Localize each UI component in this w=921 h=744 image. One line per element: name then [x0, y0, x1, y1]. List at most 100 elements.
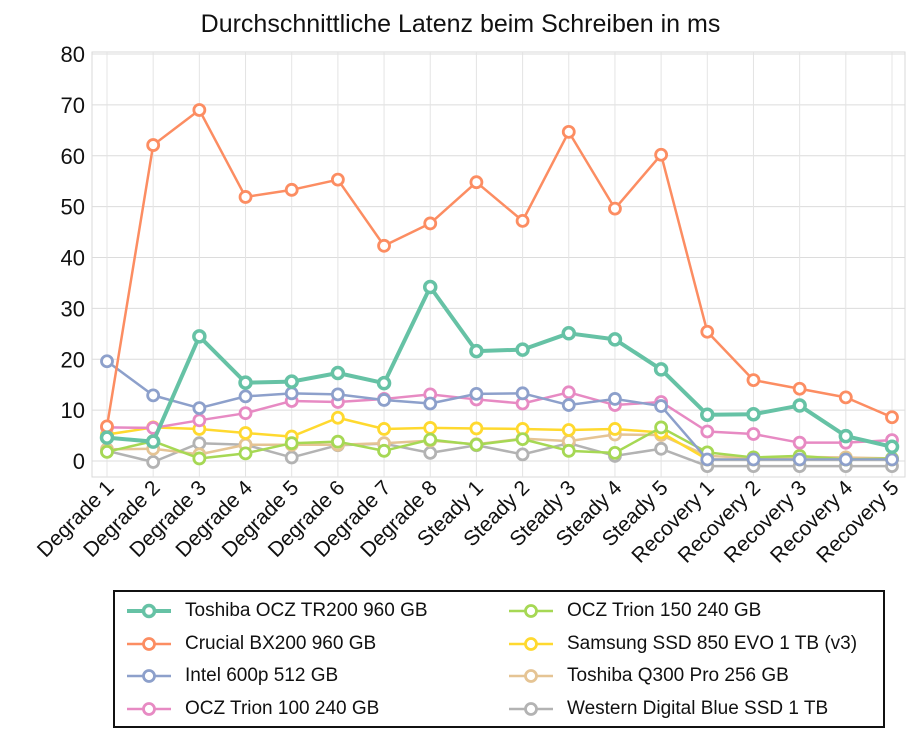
- data-point: [792, 398, 807, 413]
- series-2: [100, 354, 899, 467]
- data-point: [792, 435, 807, 450]
- data-point: [238, 446, 253, 461]
- data-point: [330, 434, 345, 449]
- legend-swatch: [509, 636, 553, 651]
- y-tick-label: 40: [61, 246, 85, 271]
- data-point: [377, 238, 391, 253]
- series-1: [100, 103, 899, 434]
- data-point: [192, 451, 207, 466]
- legend-swatch: [127, 603, 171, 619]
- data-point: [884, 439, 900, 455]
- y-tick-label: 10: [61, 398, 85, 423]
- data-point: [608, 445, 622, 460]
- y-tick-label: 0: [73, 449, 85, 474]
- data-point: [561, 385, 576, 400]
- data-point: [422, 279, 438, 295]
- data-point: [145, 434, 161, 449]
- data-point: [561, 326, 577, 341]
- series-line: [105, 108, 893, 427]
- legend-label: Western Digital Blue SSD 1 TB: [567, 697, 829, 719]
- legend-item: Toshiba OCZ TR200 960 GB: [125, 595, 428, 627]
- data-point: [330, 410, 345, 425]
- y-tick-label: 60: [61, 144, 85, 169]
- data-point: [746, 406, 761, 422]
- data-point: [792, 452, 807, 467]
- data-point: [192, 413, 207, 428]
- legend-swatch: [127, 669, 171, 683]
- data-point: [838, 452, 853, 467]
- data-point: [423, 445, 438, 460]
- data-point: [700, 324, 715, 339]
- y-tick-label: 30: [61, 296, 85, 321]
- data-point: [192, 329, 207, 344]
- data-point: [238, 375, 253, 390]
- data-point: [238, 426, 253, 440]
- data-point: [469, 421, 484, 436]
- data-point: [515, 447, 530, 462]
- data-point: [561, 423, 576, 437]
- data-point: [654, 147, 669, 162]
- data-point: [746, 427, 761, 441]
- data-point: [469, 175, 484, 190]
- data-point: [515, 386, 530, 401]
- y-tick-label: 20: [61, 347, 85, 372]
- legend-swatch: [127, 701, 171, 716]
- data-point: [746, 452, 761, 467]
- data-point: [515, 213, 530, 228]
- data-point: [700, 452, 715, 467]
- data-point: [330, 387, 345, 402]
- data-point: [608, 392, 622, 406]
- y-tick-label: 70: [61, 93, 85, 118]
- legend-item: Toshiba Q300 Pro 256 GB: [507, 660, 789, 692]
- data-point: [654, 399, 669, 413]
- data-point: [146, 138, 161, 152]
- legend-swatch: [509, 669, 553, 683]
- legend-swatch: [127, 636, 171, 651]
- data-point: [838, 428, 854, 444]
- data-point: [607, 332, 623, 347]
- series-line: [106, 360, 892, 461]
- legend-item: Samsung SSD 850 EVO 1 TB (v3): [507, 628, 857, 660]
- data-point: [561, 124, 576, 139]
- series-line: [106, 391, 893, 444]
- data-point: [192, 401, 207, 415]
- data-point: [423, 432, 438, 447]
- data-point: [330, 365, 346, 381]
- data-point: [100, 444, 114, 459]
- data-point: [653, 362, 669, 377]
- legend-item: OCZ Trion 150 240 GB: [507, 595, 761, 627]
- data-point: [515, 342, 530, 357]
- data-point: [700, 407, 715, 422]
- data-point: [838, 390, 853, 405]
- data-point: [192, 103, 207, 117]
- data-point: [423, 421, 438, 435]
- series-line: [106, 441, 892, 468]
- data-point: [654, 441, 669, 456]
- chart-title: Durchschnittliche Latenz beim Schreiben …: [200, 10, 721, 38]
- legend-label: Toshiba OCZ TR200 960 GB: [185, 600, 428, 621]
- legend: Toshiba OCZ TR200 960 GB Crucial BX200 9…: [113, 590, 885, 728]
- legend-label: Samsung SSD 850 EVO 1 TB (v3): [567, 632, 858, 654]
- data-point: [284, 436, 299, 451]
- data-point: [423, 216, 438, 231]
- data-point: [608, 201, 622, 216]
- data-point: [792, 381, 807, 396]
- data-point: [561, 398, 576, 412]
- legend-item: Western Digital Blue SSD 1 TB: [507, 693, 828, 725]
- plot-frame: [91, 51, 906, 478]
- data-point: [608, 422, 622, 436]
- data-point: [238, 406, 253, 421]
- data-point: [100, 419, 114, 434]
- data-point: [746, 373, 761, 388]
- data-point: [469, 437, 484, 452]
- legend-label: Crucial BX200 960 GB: [185, 632, 377, 654]
- series-line: [106, 285, 893, 449]
- legend-label: OCZ Trion 100 240 GB: [185, 697, 380, 719]
- data-point: [654, 420, 669, 435]
- data-point: [377, 443, 391, 458]
- data-point: [100, 354, 114, 369]
- data-point: [377, 393, 391, 407]
- legend-item: OCZ Trion 100 240 GB: [125, 693, 379, 725]
